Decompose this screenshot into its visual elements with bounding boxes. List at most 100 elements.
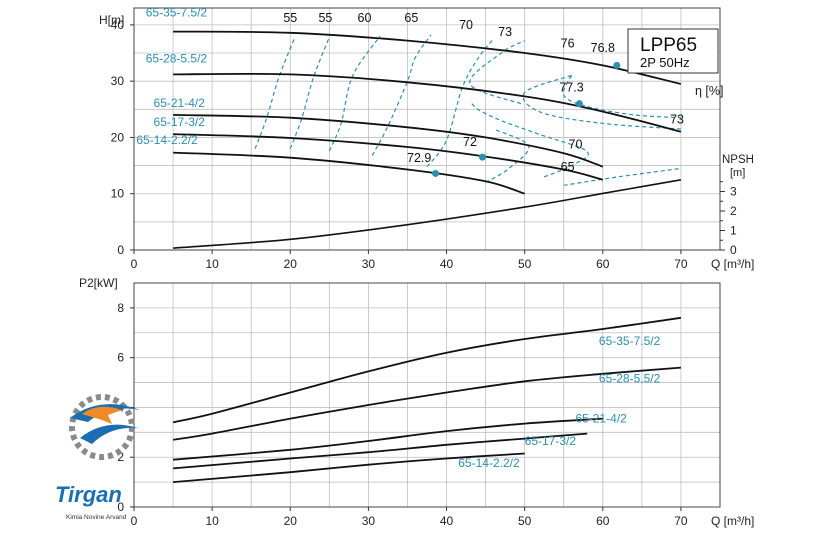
efficiency-label: 76	[561, 36, 575, 50]
power-curve	[172, 316, 682, 424]
logo-swoosh-icon	[70, 404, 140, 422]
x-tick-label: 20	[284, 257, 298, 271]
efficiency-label: 72.9	[407, 151, 431, 165]
efficiency-label: 65	[404, 11, 418, 25]
y-tick-label: 40	[111, 18, 125, 32]
bep-point	[478, 153, 486, 161]
efficiency-isoline	[469, 40, 525, 105]
x-tick-label: 0	[131, 257, 138, 271]
efficiency-isoline	[289, 37, 330, 149]
series-label: 65-28-5.5/2	[599, 372, 661, 386]
npsh-curve	[173, 179, 682, 249]
series-label: 65-28-5.5/2	[146, 52, 208, 66]
series-label: 65-21-4/2	[154, 96, 206, 110]
x-tick-label: 10	[205, 257, 219, 271]
x-tick-label: 60	[596, 514, 610, 528]
power-curve	[173, 452, 525, 483]
bep-point	[575, 100, 583, 108]
y-tick-label: 6	[117, 351, 124, 365]
title-model: LPP65	[640, 35, 697, 56]
efficiency-label: 77.3	[559, 80, 583, 94]
power-curve	[173, 432, 588, 470]
head-axis-label: H[m]	[99, 13, 124, 27]
power-curve	[173, 417, 603, 461]
x-tick-label: 20	[284, 514, 298, 528]
x-tick-label: 60	[596, 257, 610, 271]
efficiency-label: 73	[670, 112, 684, 126]
bep-point	[432, 169, 440, 177]
x-tick-label: 10	[205, 514, 219, 528]
logo-swoosh-lower-icon	[80, 424, 138, 444]
head-curve	[173, 133, 604, 181]
npsh-axis-label: NPSH	[722, 154, 754, 166]
logo-wordmark: Tirgan	[55, 482, 122, 507]
series-label: 65-14-2.2/2	[136, 133, 198, 147]
efficiency-isoline	[562, 75, 681, 119]
y-tick-label: 30	[111, 74, 125, 88]
npsh-tick-label: 1	[730, 224, 737, 238]
power-chart-grid: 01020304050607002468	[117, 282, 721, 528]
efficiency-isoline	[254, 38, 295, 149]
efficiency-label: 55	[283, 11, 297, 25]
x-tick-label: 70	[674, 514, 688, 528]
efficiency-label: 55	[318, 11, 332, 25]
series-label: 65-14-2.2/2	[458, 456, 520, 470]
y-tick-label: 10	[111, 187, 125, 201]
npsh-tick-label: 0	[730, 243, 737, 257]
x-tick-label: 30	[362, 257, 376, 271]
efficiency-label: 76.8	[591, 41, 615, 55]
bep-point	[613, 61, 621, 69]
efficiency-label: 65	[561, 160, 575, 174]
logo-flame-icon	[82, 406, 122, 424]
power-curve	[172, 366, 681, 441]
series-label: 65-35-7.5/2	[599, 334, 661, 348]
power-axis-label: P2[kW]	[79, 276, 118, 290]
title-box: LPP65 2P 50Hz	[627, 28, 719, 74]
npsh-unit-label: [m]	[730, 167, 745, 179]
efficiency-isoline	[469, 100, 589, 178]
efficiency-label: 60	[358, 11, 372, 25]
efficiency-label: 70	[459, 18, 473, 32]
efficiency-isoline	[328, 35, 381, 152]
efficiency-isoline	[522, 74, 681, 130]
x-tick-label: 70	[674, 257, 688, 271]
head-curve	[173, 72, 682, 133]
efficiency-isoline	[426, 38, 494, 168]
series-label: 65-35-7.5/2	[146, 5, 208, 19]
x-tick-label: 40	[440, 514, 454, 528]
x-tick-label: 50	[518, 257, 532, 271]
head-chart-content: 5555606570737676.8767377.370657272.965-3…	[136, 5, 684, 249]
y-tick-label: 0	[117, 500, 124, 514]
npsh-tick-label: 2	[730, 204, 737, 218]
efficiency-label: 70	[569, 138, 583, 152]
plot-frame	[133, 7, 721, 251]
y-tick-label: 8	[117, 301, 124, 315]
series-label: 65-17-3/2	[525, 434, 577, 448]
head-curve	[173, 151, 525, 195]
series-label: 65-21-4/2	[575, 411, 627, 425]
title-spec: 2P 50Hz	[640, 55, 690, 70]
tirgan-logo: Tirgan Kimia Novine Arvand	[55, 394, 140, 521]
head-curve	[173, 114, 604, 168]
y-tick-label: 20	[111, 130, 125, 144]
y-tick-label: 2	[117, 450, 124, 464]
x-tick-label: 30	[362, 514, 376, 528]
y-tick-label: 0	[117, 243, 124, 257]
head-curve	[173, 30, 682, 85]
x-tick-label: 40	[440, 257, 454, 271]
flow-axis-label-bottom: Q [m³/h]	[711, 514, 754, 528]
power-chart-content: 65-35-7.5/2 65-28-5.5/2 65-21-4/2 65-17-3/2…	[172, 316, 682, 483]
efficiency-label: 73	[498, 25, 512, 39]
flow-axis-label-top: Q [m³/h]	[711, 257, 754, 271]
efficiency-axis-label: η [%]	[695, 84, 724, 98]
npsh-tick-label: 3	[730, 185, 737, 199]
x-tick-label: 50	[518, 514, 532, 528]
x-tick-label: 0	[131, 514, 138, 528]
efficiency-isoline	[371, 34, 432, 156]
efficiency-label: 72	[463, 135, 477, 149]
plot-frame	[133, 282, 721, 508]
series-label: 65-17-3/2	[154, 115, 206, 129]
efficiency-isoline	[485, 128, 530, 184]
logo-subtitle: Kimia Novine Arvand	[66, 514, 127, 521]
